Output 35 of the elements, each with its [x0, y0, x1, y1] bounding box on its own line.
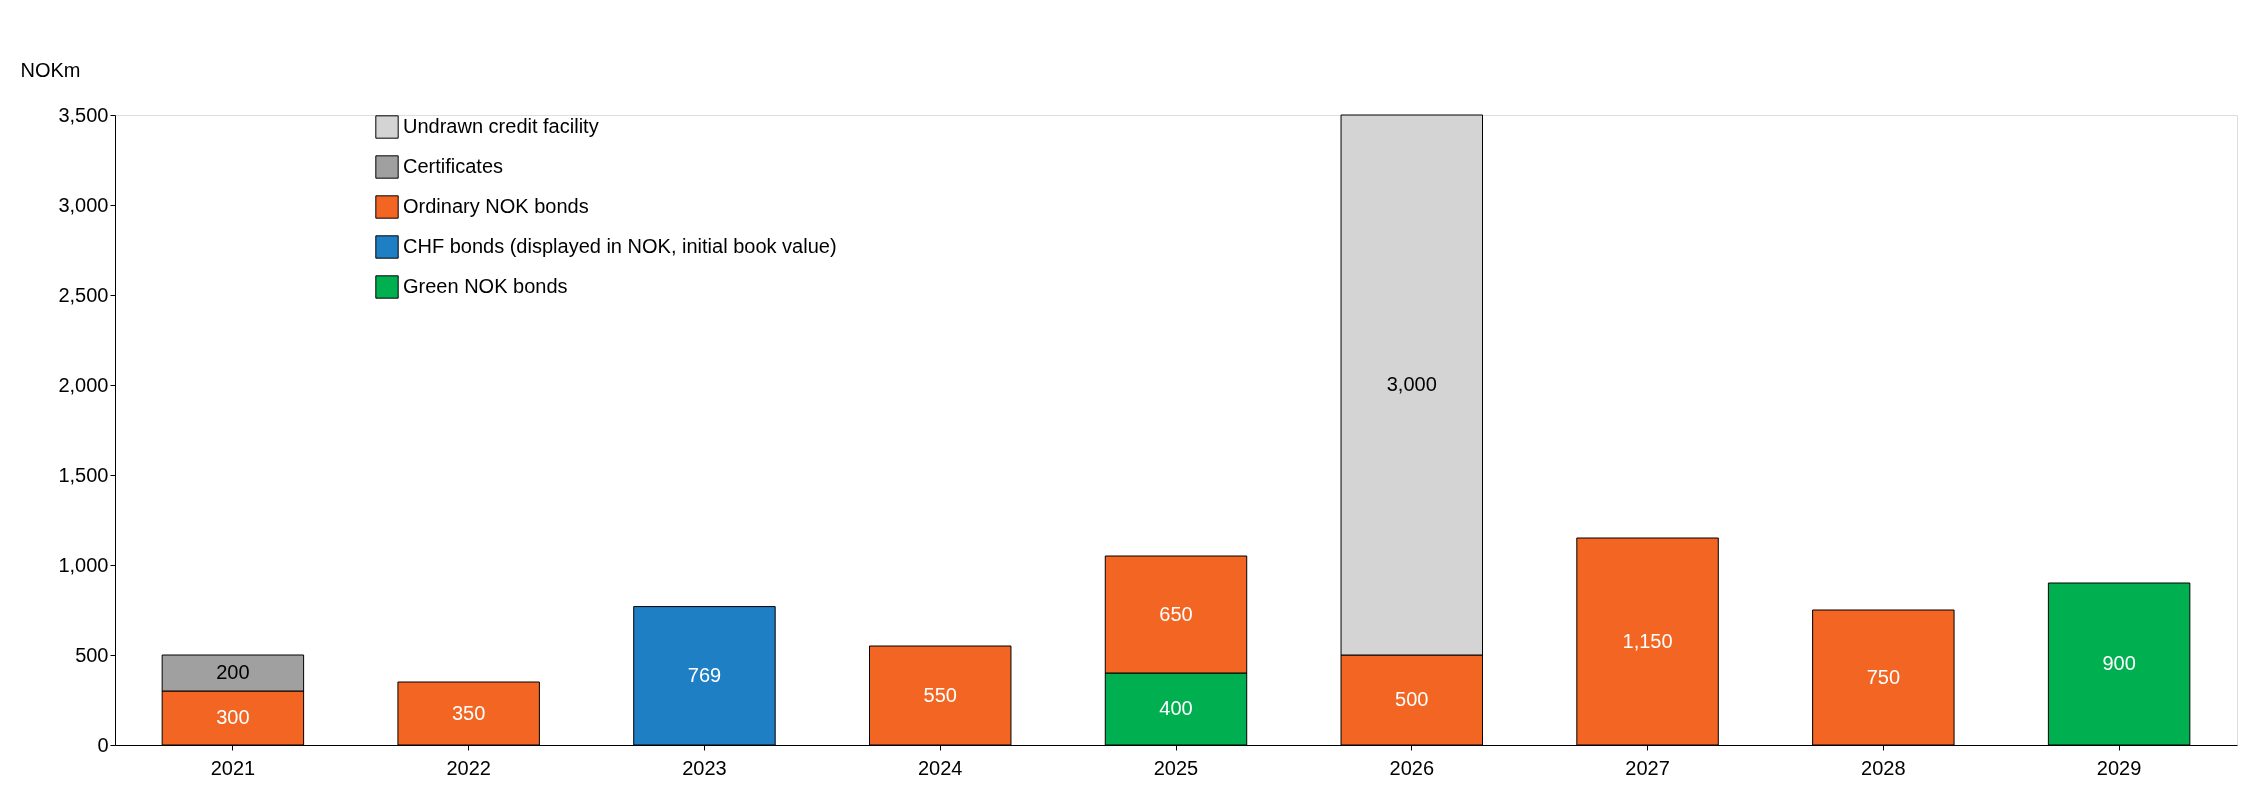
- y-tick-label: 3,000: [58, 193, 109, 216]
- y-tick-label: 500: [75, 643, 109, 666]
- x-tick-label: 2026: [1389, 756, 1435, 779]
- y-tick-label: 1,000: [58, 553, 109, 576]
- x-tick-label: 2021: [210, 756, 256, 779]
- data-label: 900: [2102, 652, 2136, 674]
- y-tick-label: 2,000: [58, 373, 109, 396]
- x-tick-label: 2028: [1861, 756, 1906, 779]
- data-label: 550: [923, 683, 957, 706]
- data-label: 3,000: [1386, 373, 1437, 395]
- x-tick-label: 2023: [682, 756, 727, 779]
- legend-label: Ordinary NOK bonds: [403, 195, 589, 217]
- legend-label: Certificates: [403, 155, 504, 177]
- legend-label: Undrawn credit facility: [403, 115, 599, 137]
- x-tick-label: 2022: [446, 756, 491, 779]
- x-tick-label: 2027: [1625, 756, 1670, 779]
- data-label: 400: [1159, 697, 1193, 719]
- data-label: 1,150: [1622, 629, 1673, 652]
- y-tick-label: 2,500: [58, 283, 109, 306]
- data-label: 769: [687, 663, 722, 686]
- data-label: 650: [1159, 602, 1193, 625]
- legend-label: CHF bonds (displayed in NOK, initial book value): [403, 235, 837, 257]
- y-tick-label: 0: [97, 733, 109, 756]
- y-tick-label: 1,500: [58, 463, 109, 486]
- y-tick-label: 3,500: [58, 103, 109, 126]
- data-label: 350: [451, 701, 486, 724]
- data-label: 300: [216, 706, 250, 728]
- x-tick-label: 2024: [917, 756, 963, 779]
- data-label: 750: [1866, 665, 1901, 688]
- x-tick-label: 2025: [1153, 756, 1199, 779]
- data-label: 200: [216, 661, 250, 683]
- y-axis-title: NOKm: [20, 58, 81, 81]
- data-label: 500: [1395, 688, 1429, 710]
- x-tick-label: 2029: [2096, 756, 2142, 779]
- legend-label: Green NOK bonds: [403, 275, 568, 297]
